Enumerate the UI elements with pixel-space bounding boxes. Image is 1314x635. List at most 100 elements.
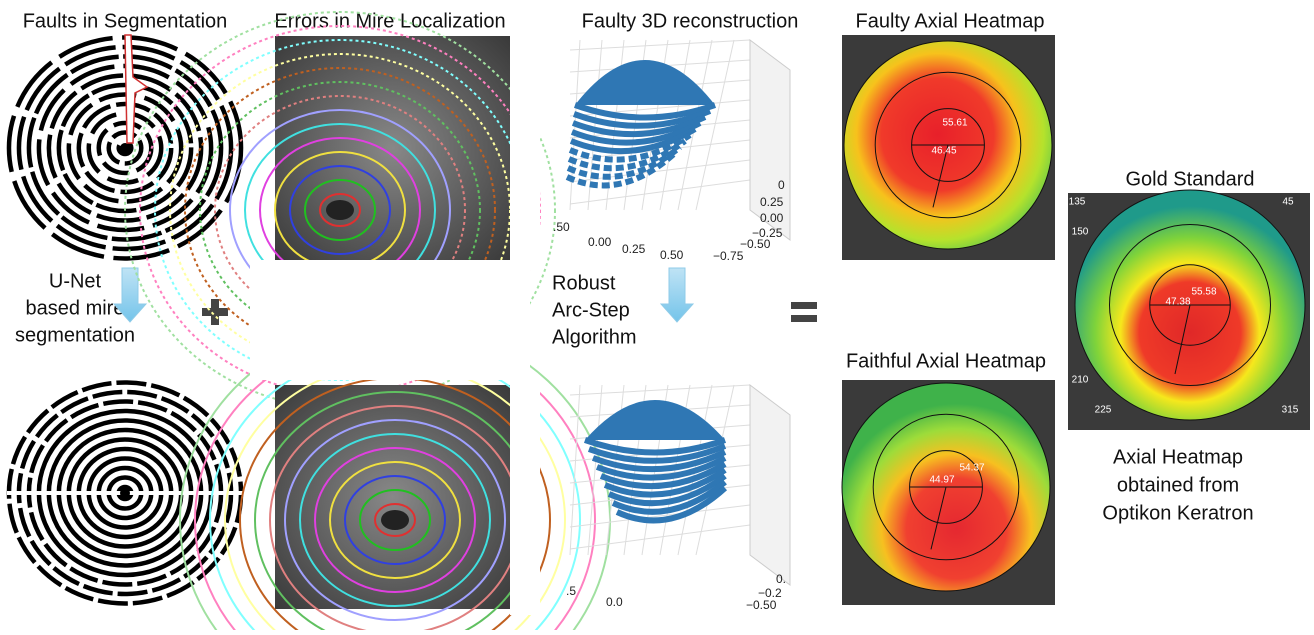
pupil xyxy=(120,143,130,153)
step-label: Algorithm xyxy=(552,326,636,348)
axis-tick-label: 0.25 xyxy=(760,195,784,209)
caption-line: obtained from xyxy=(1117,474,1239,496)
axis-tick-label: −0.25 xyxy=(752,226,783,240)
panel-title: Faults in Segmentation xyxy=(23,10,228,32)
mire-contour xyxy=(299,433,491,607)
axis-tick-label: −0.50 xyxy=(746,598,777,612)
dome-ring xyxy=(591,449,727,473)
mire-contour xyxy=(359,489,431,551)
clip xyxy=(510,30,540,270)
caption-line: Optikon Keratron xyxy=(1102,502,1253,524)
meridian xyxy=(1174,304,1191,375)
dome-ring xyxy=(587,443,727,464)
mire-contour xyxy=(314,447,476,593)
zone-ring xyxy=(1109,224,1271,386)
plot-3d xyxy=(569,384,791,586)
angle-label: 210 xyxy=(1072,375,1089,386)
dome-ring xyxy=(607,473,727,507)
plot-pane xyxy=(749,39,791,241)
angle-label: 45 xyxy=(1282,197,1294,208)
clip xyxy=(510,380,540,615)
step-label: Robust xyxy=(552,272,616,294)
dome-ring xyxy=(568,132,692,163)
dome-ring xyxy=(572,108,712,129)
plot-3d xyxy=(565,39,791,241)
mire-ring xyxy=(66,92,184,204)
step-label: segmentation xyxy=(15,324,135,346)
zone-ring xyxy=(843,40,1053,250)
dome-ring xyxy=(599,461,727,490)
down-arrow xyxy=(659,267,695,323)
zone-ring xyxy=(872,413,1020,561)
heatmap-value: 46.45 xyxy=(931,146,956,157)
mire-contour xyxy=(319,193,361,227)
plot-grid xyxy=(569,179,751,205)
plot-grid xyxy=(695,39,735,211)
dome-ring xyxy=(566,144,682,180)
axis-tick-label: −0.75 xyxy=(713,249,744,263)
panel-title: Faithful Axial Heatmap xyxy=(846,350,1046,372)
angle-label: 150 xyxy=(1072,227,1089,238)
dome-ring xyxy=(603,467,727,498)
plot-grid xyxy=(659,39,691,211)
equals-sign xyxy=(791,302,817,309)
mire-ring xyxy=(56,82,194,214)
axis-tick-label: 0 xyxy=(778,178,785,192)
panel-title: Faulty Axial Heatmap xyxy=(856,10,1045,32)
dome-ring xyxy=(615,485,728,524)
step-label: U-Net xyxy=(49,270,102,292)
zone-ring xyxy=(1074,189,1306,421)
panel-title: Faulty 3D reconstruction xyxy=(582,10,799,32)
dome-ring xyxy=(573,102,717,121)
pupil xyxy=(120,488,130,498)
equals-sign xyxy=(791,315,817,322)
axis-tick-label: 0.50 xyxy=(660,248,684,262)
dome-ring xyxy=(595,455,727,481)
mire-contour xyxy=(304,179,376,241)
dome-ring xyxy=(571,114,707,138)
heatmap-value: 55.58 xyxy=(1191,287,1216,298)
caption-line: Axial Heatmap xyxy=(1113,446,1243,468)
plot-pane xyxy=(749,384,791,586)
mire-ring xyxy=(106,130,144,166)
dome xyxy=(575,60,715,105)
angle-label: 135 xyxy=(1069,197,1086,208)
axis-tick-label: 0. xyxy=(776,572,786,586)
heatmap-value: 54.37 xyxy=(959,463,984,474)
panel-title: Gold Standard xyxy=(1126,168,1255,190)
mire-image xyxy=(275,36,510,260)
down-arrow xyxy=(112,267,148,323)
angle-label: 225 xyxy=(1095,405,1112,416)
zone-ring xyxy=(874,71,1022,219)
layer: Faults in Segmentation Errors in Mire Loc… xyxy=(5,10,1310,635)
mire-contour xyxy=(289,165,391,255)
axis-tick-label: 0.0 xyxy=(606,595,623,609)
axis-tick-label: 0.25 xyxy=(622,242,646,256)
pupil xyxy=(381,510,409,530)
step-label: based mire xyxy=(26,297,125,319)
angle-label: 315 xyxy=(1282,405,1299,416)
plot-grid xyxy=(587,384,603,556)
dome-ring xyxy=(611,479,727,515)
dome xyxy=(585,400,725,440)
axis-tick-label: 0.00 xyxy=(760,211,784,225)
dome-ring xyxy=(570,120,702,146)
plot-grid xyxy=(569,524,751,550)
plot-grid xyxy=(569,384,751,396)
axis-tick-label: −0.50 xyxy=(740,237,771,251)
heatmap-value: 47.38 xyxy=(1165,297,1190,308)
plot-grid xyxy=(569,504,751,528)
pointer xyxy=(124,34,149,144)
step-label: Arc-Step xyxy=(552,299,630,321)
plot-grid xyxy=(569,159,751,183)
heatmap-value: 55.61 xyxy=(942,118,967,129)
plot-grid xyxy=(569,39,751,51)
meridian xyxy=(932,144,949,208)
meridian xyxy=(930,486,947,550)
axis-tick-label: .50 xyxy=(553,220,570,234)
axis-tick-label: 0.00 xyxy=(588,235,612,249)
mire-contour xyxy=(184,67,496,353)
mire-ring xyxy=(116,139,134,157)
plus-sign xyxy=(202,299,228,325)
